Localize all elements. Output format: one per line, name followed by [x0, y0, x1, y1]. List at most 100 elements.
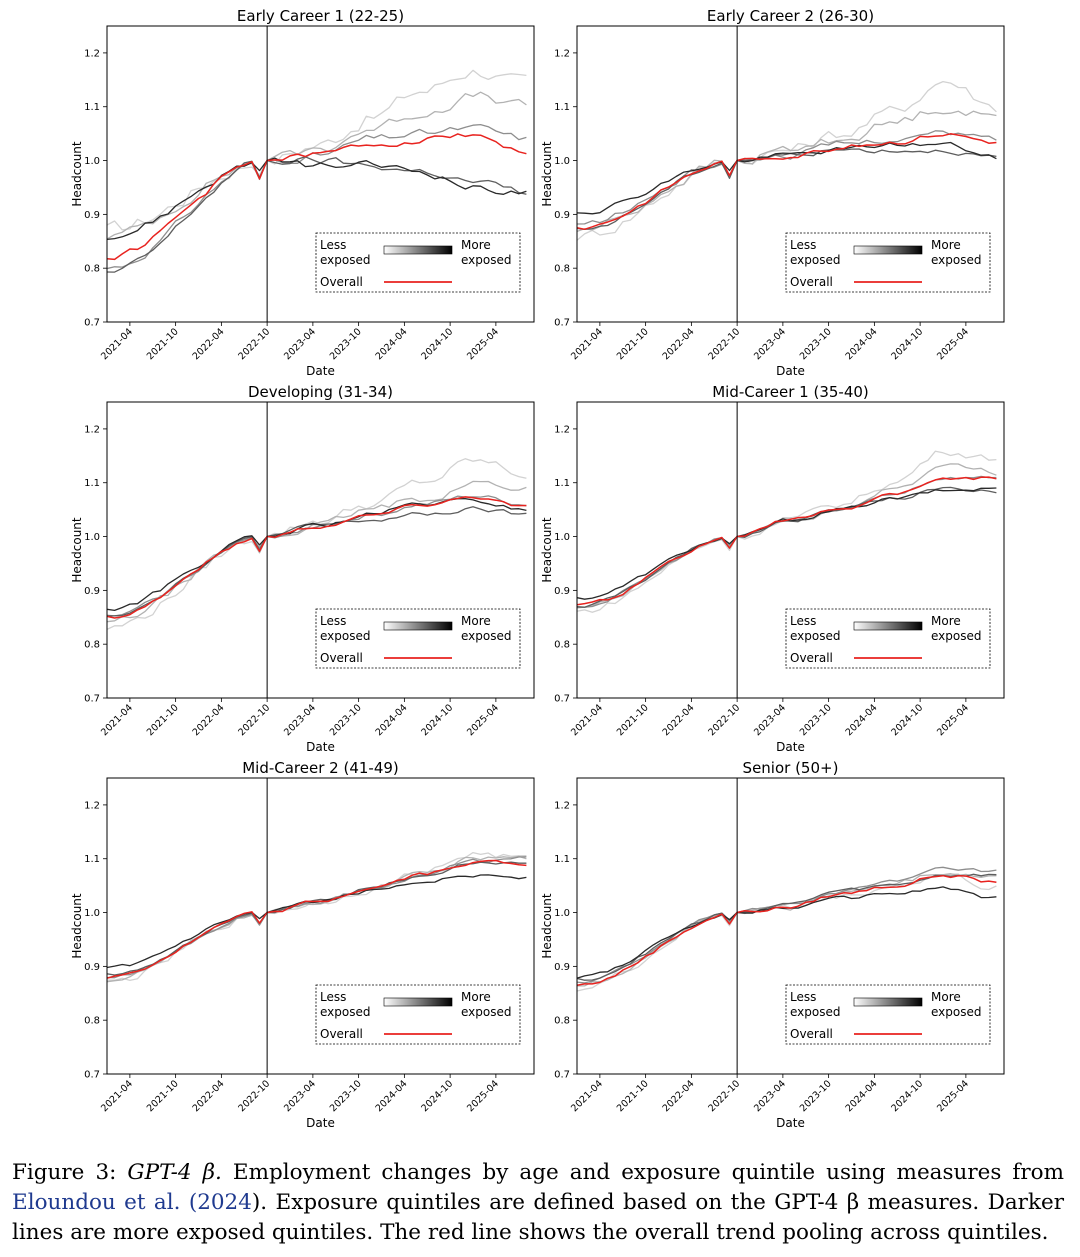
- series-group: [577, 80, 997, 241]
- x-axis-label: Date: [306, 364, 335, 378]
- legend-gradient-bar: [853, 997, 923, 1007]
- chart-title: Developing (31-34): [248, 383, 393, 401]
- caption-citation-link[interactable]: Eloundou et al. (2024: [12, 1190, 252, 1215]
- series-group: [107, 69, 527, 273]
- plot-frame: [576, 401, 1005, 699]
- caption-label: Figure 3:: [12, 1160, 117, 1185]
- legend-box: [315, 984, 521, 1045]
- legend-overall-label: Overall: [320, 1027, 363, 1041]
- y-axis-label: Headcount: [70, 517, 84, 583]
- x-tick-label: 2023-04: [752, 326, 788, 362]
- legend-more-line2: exposed: [461, 253, 511, 267]
- series-group: [107, 458, 527, 630]
- x-tick-label: 2023-04: [752, 1078, 788, 1114]
- series-line-quintile-4: [107, 156, 527, 273]
- series-line-quintile-1: [107, 458, 527, 630]
- x-tick-label: 2023-10: [328, 702, 364, 738]
- x-tick-label: 2024-04: [844, 1078, 880, 1114]
- caption-text-2: Exposure quintiles are defined based on …: [12, 1190, 1064, 1245]
- x-tick-label: 2022-04: [191, 1078, 227, 1114]
- series-line-quintile-5: [577, 141, 997, 215]
- caption-measure: GPT-4 β.: [127, 1160, 222, 1185]
- y-tick-label: 1.2: [554, 48, 570, 59]
- x-tick-label: 2024-10: [419, 326, 455, 362]
- y-tick-label: 0.8: [554, 264, 570, 275]
- x-tick-label: 2025-04: [465, 1078, 501, 1114]
- legend-more-line1: More: [931, 614, 961, 628]
- y-tick-label: 1.0: [554, 156, 570, 167]
- legend-more-line2: exposed: [931, 629, 981, 643]
- x-tick-label: 2025-04: [935, 702, 971, 738]
- y-axis-label: Headcount: [540, 141, 554, 207]
- series-line-overall: [107, 133, 527, 261]
- x-tick-label: 2021-10: [145, 702, 181, 738]
- y-tick-label: 1.1: [554, 478, 570, 489]
- series-line-quintile-3: [577, 475, 997, 609]
- citation-year: 2024: [197, 1190, 252, 1215]
- legend-less-line2: exposed: [790, 253, 840, 267]
- legend-more-line1: More: [461, 238, 491, 252]
- y-tick-label: 1.1: [84, 478, 100, 489]
- chart-title: Senior (50+): [743, 759, 839, 777]
- series-line-overall: [107, 859, 527, 979]
- x-tick-label: 2024-04: [374, 1078, 410, 1114]
- y-tick-label: 0.7: [84, 1070, 100, 1081]
- y-tick-label: 1.1: [554, 102, 570, 113]
- series-line-quintile-2: [107, 855, 527, 983]
- series-line-overall: [577, 133, 997, 231]
- x-tick-label: 2023-10: [328, 326, 364, 362]
- x-tick-label: 2024-04: [374, 702, 410, 738]
- x-tick-label: 2022-10: [706, 702, 742, 738]
- y-axis-label: Headcount: [70, 893, 84, 959]
- legend-gradient-bar: [383, 245, 453, 255]
- y-tick-label: 0.9: [84, 586, 100, 597]
- legend-overall-label: Overall: [790, 275, 833, 289]
- citation-paren-open: (: [188, 1190, 198, 1215]
- series-line-overall: [577, 874, 997, 987]
- y-tick-label: 0.7: [84, 694, 100, 705]
- series-line-quintile-2: [577, 873, 997, 987]
- y-tick-label: 0.8: [554, 1016, 570, 1027]
- chart-title: Early Career 2 (26-30): [707, 7, 874, 25]
- y-tick-label: 0.9: [554, 210, 570, 221]
- x-tick-label: 2023-10: [798, 1078, 834, 1114]
- y-tick-label: 0.8: [84, 1016, 100, 1027]
- y-axis-label: Headcount: [540, 893, 554, 959]
- legend-less-line1: Less: [790, 614, 816, 628]
- legend-overall-label: Overall: [320, 275, 363, 289]
- x-tick-label: 2021-04: [569, 326, 605, 362]
- series-line-overall: [107, 496, 527, 619]
- x-tick-label: 2021-04: [99, 1078, 135, 1114]
- y-tick-label: 1.0: [84, 532, 100, 543]
- x-tick-label: 2022-04: [661, 326, 697, 362]
- x-tick-label: 2022-04: [191, 326, 227, 362]
- y-tick-label: 0.8: [554, 640, 570, 651]
- y-tick-label: 1.2: [84, 48, 100, 59]
- x-axis-label: Date: [306, 740, 335, 754]
- legend-more-line2: exposed: [461, 629, 511, 643]
- y-axis-label: Headcount: [540, 517, 554, 583]
- legend-more-line1: More: [931, 238, 961, 252]
- x-tick-label: 2021-10: [145, 1078, 181, 1114]
- x-tick-label: 2024-10: [889, 702, 925, 738]
- legend-more-line2: exposed: [931, 253, 981, 267]
- series-line-quintile-2: [577, 110, 997, 233]
- series-line-quintile-3: [107, 123, 527, 270]
- x-tick-label: 2021-10: [615, 1078, 651, 1114]
- x-tick-label: 2023-04: [282, 1078, 318, 1114]
- series-line-quintile-1: [107, 69, 527, 231]
- y-tick-label: 1.0: [84, 908, 100, 919]
- x-tick-label: 2021-10: [145, 326, 181, 362]
- x-tick-label: 2022-04: [661, 702, 697, 738]
- x-tick-label: 2025-04: [465, 326, 501, 362]
- chart-title: Mid-Career 1 (35-40): [712, 383, 869, 401]
- legend-overall-label: Overall: [790, 1027, 833, 1041]
- series-line-quintile-1: [577, 873, 997, 992]
- legend-less-line1: Less: [790, 238, 816, 252]
- x-tick-label: 2024-10: [889, 1078, 925, 1114]
